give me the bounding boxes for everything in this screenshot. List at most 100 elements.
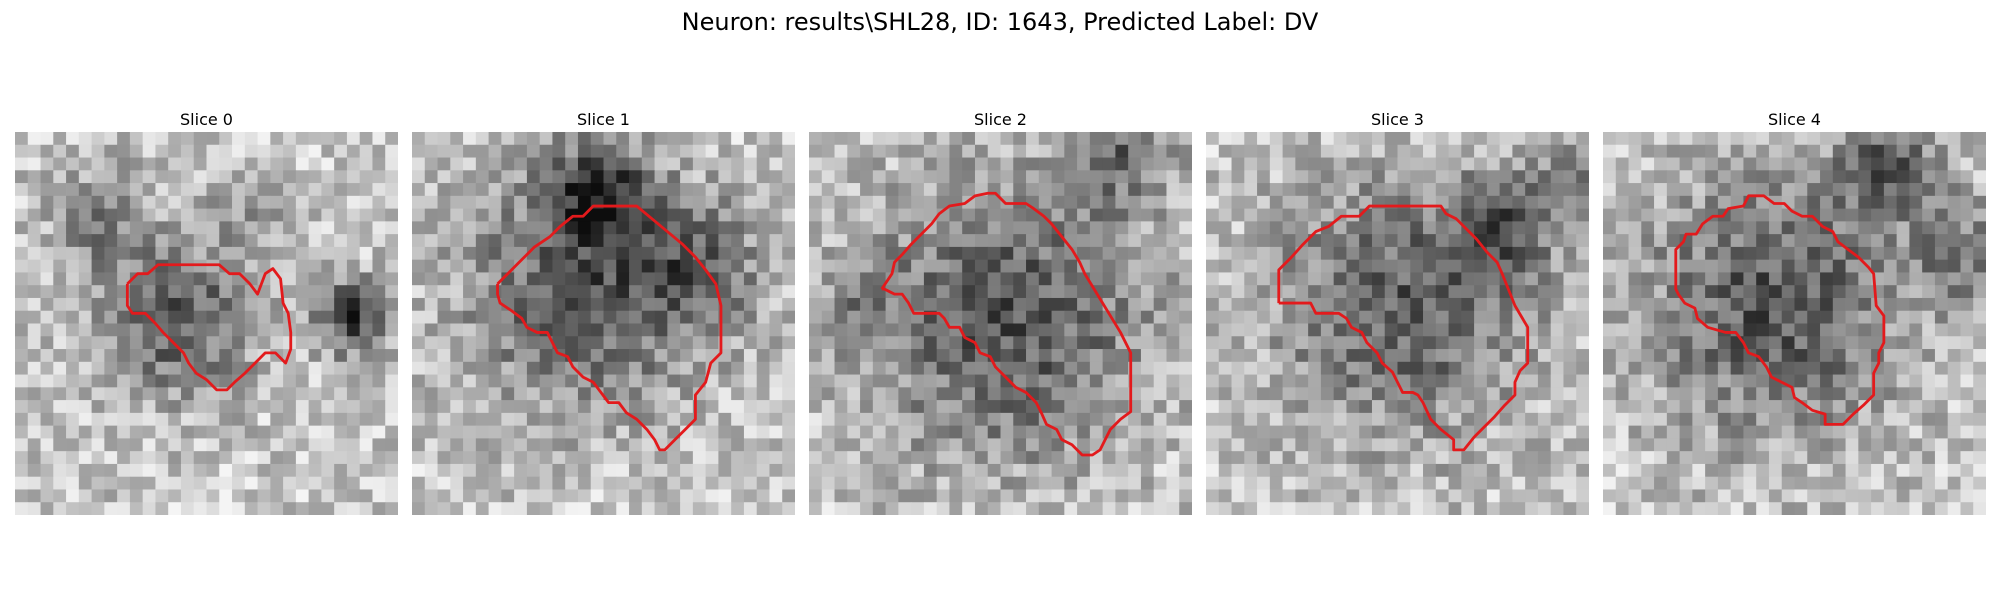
image-pixel [1051,297,1065,312]
image-pixel [731,463,745,478]
image-pixel [885,234,899,248]
image-pixel [743,144,758,158]
image-pixel [1179,425,1192,439]
image-pixel [1858,425,1872,439]
image-pixel [1603,374,1617,388]
image-pixel [142,246,156,261]
image-pixel [1089,221,1104,235]
image-pixel [142,183,156,197]
image-pixel [1679,400,1693,414]
image-pixel [526,387,541,401]
image-pixel [1576,451,1589,465]
image-pixel [616,221,630,235]
image-pixel [1486,349,1501,363]
image-pixel [257,463,271,478]
image-pixel [450,234,464,248]
image-pixel [1461,208,1475,222]
image-pixel [1102,349,1116,363]
image-pixel [911,157,925,171]
image-pixel [1679,208,1693,222]
image-pixel [756,425,770,439]
image-pixel [1654,463,1668,478]
slice-title-2: Slice 2 [974,110,1027,129]
image-pixel [1603,272,1617,286]
image-pixel [769,463,783,478]
image-pixel [539,310,553,324]
image-pixel [308,349,322,363]
image-pixel [372,336,386,350]
image-pixel [78,476,92,490]
image-pixel [1973,400,1986,414]
image-pixel [193,170,207,184]
image-pixel [321,387,335,401]
image-pixel [526,336,541,350]
image-pixel [488,132,502,146]
image-pixel [565,285,579,299]
image-pixel [463,374,477,388]
image-pixel [1397,336,1411,350]
image-pixel [667,221,681,235]
image-pixel [526,183,541,197]
image-pixel [526,438,541,452]
image-pixel [911,285,925,299]
image-pixel [15,438,29,452]
image-pixel [1295,132,1309,146]
image-pixel [1038,400,1052,414]
image-pixel [949,310,963,324]
image-pixel [1499,195,1513,209]
image-pixel [27,463,41,478]
image-pixel [244,400,258,414]
image-pixel [1717,170,1732,184]
image-pixel [1858,412,1872,427]
image-pixel [629,463,643,478]
image-pixel [1064,349,1078,363]
image-pixel [1615,195,1629,209]
image-pixel [1858,438,1872,452]
image-pixel [1537,387,1552,401]
image-pixel [974,361,989,375]
image-pixel [1308,323,1322,337]
image-pixel [782,285,795,299]
image-pixel [40,425,54,439]
image-pixel [117,221,131,235]
image-pixel [898,336,912,350]
image-pixel [565,297,579,312]
image-pixel [756,144,770,158]
image-pixel [40,412,54,427]
neuron-contour [880,191,1133,457]
image-pixel [1615,208,1629,222]
image-pixel [359,246,373,261]
image-pixel [40,438,54,452]
image-pixel [1000,170,1014,184]
image-pixel [1781,170,1795,184]
image-pixel [860,361,874,375]
image-pixel [1244,234,1258,248]
image-pixel [53,451,67,465]
image-pixel [1576,400,1589,414]
image-pixel [1820,502,1834,515]
image-pixel [424,387,438,401]
image-pixel [1934,170,1949,184]
image-pixel [1794,438,1808,452]
image-pixel [860,221,874,235]
image-pixel [514,297,528,312]
image-pixel [1883,157,1898,171]
image-pixel [654,297,668,312]
image-pixel [1871,170,1885,184]
image-pixel [180,400,195,414]
image-pixel [809,195,823,209]
image-pixel [1486,310,1501,324]
image-pixel [1206,208,1220,222]
image-pixel [104,463,118,478]
image-pixel [1269,489,1283,503]
image-pixel [1858,476,1872,490]
image-pixel [412,438,426,452]
image-pixel [987,451,1001,465]
image-pixel [1128,412,1142,427]
image-pixel [1128,336,1142,350]
image-pixel [809,221,823,235]
image-pixel [1679,451,1693,465]
image-pixel [283,259,297,273]
image-pixel [1166,132,1180,146]
image-pixel [1269,170,1283,184]
